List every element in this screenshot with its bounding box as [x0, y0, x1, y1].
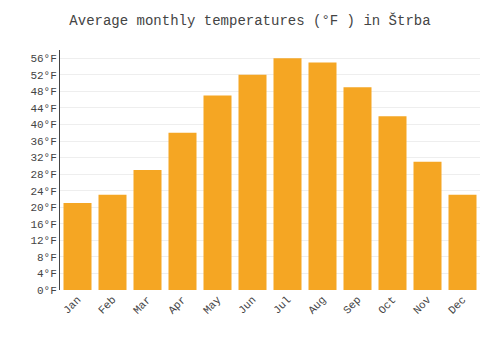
svg-text:32°F: 32°F — [30, 152, 56, 164]
svg-text:40°F: 40°F — [30, 119, 56, 131]
svg-text:28°F: 28°F — [30, 169, 56, 181]
svg-text:52°F: 52°F — [30, 70, 56, 82]
svg-text:Jan: Jan — [61, 294, 83, 316]
svg-text:56°F: 56°F — [30, 53, 56, 65]
svg-text:4°F: 4°F — [37, 268, 57, 280]
svg-text:Jul: Jul — [271, 294, 293, 316]
svg-text:Aug: Aug — [306, 294, 328, 316]
svg-text:May: May — [201, 294, 224, 317]
svg-text:Dec: Dec — [446, 294, 468, 316]
svg-text:8°F: 8°F — [37, 252, 57, 264]
svg-text:0°F: 0°F — [37, 285, 57, 297]
svg-text:Oct: Oct — [376, 294, 398, 316]
svg-text:Feb: Feb — [96, 294, 118, 316]
svg-text:Sep: Sep — [341, 294, 363, 316]
svg-text:24°F: 24°F — [30, 186, 56, 198]
svg-text:12°F: 12°F — [30, 235, 56, 247]
svg-text:36°F: 36°F — [30, 136, 56, 148]
svg-text:Average monthly temperatures (: Average monthly temperatures (°F ) in Št… — [69, 12, 430, 29]
svg-text:48°F: 48°F — [30, 86, 56, 98]
svg-text:Jun: Jun — [236, 294, 258, 316]
svg-text:Apr: Apr — [166, 294, 188, 316]
svg-text:44°F: 44°F — [30, 103, 56, 115]
svg-text:Nov: Nov — [411, 294, 434, 317]
svg-text:16°F: 16°F — [30, 219, 56, 231]
svg-text:20°F: 20°F — [30, 202, 56, 214]
svg-text:Mar: Mar — [131, 294, 153, 316]
